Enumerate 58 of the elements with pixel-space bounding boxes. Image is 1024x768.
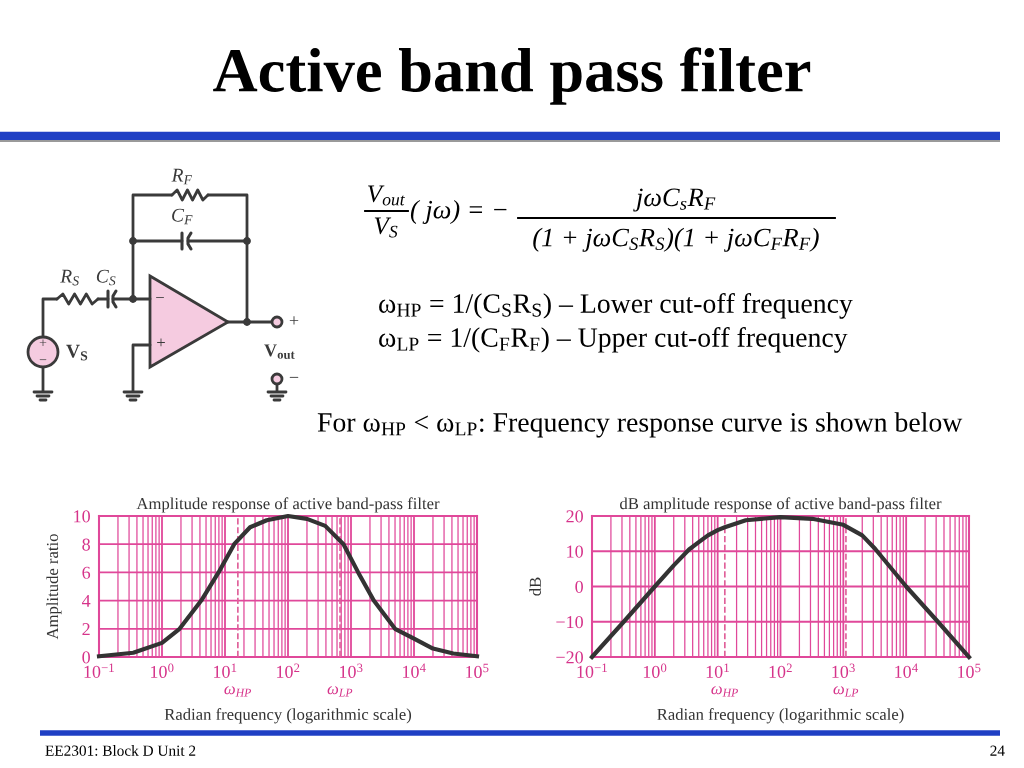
text: + [289,316,299,325]
y-tick-label: 2 [82,623,90,636]
text: 24 [990,745,1005,756]
text: R$_{S}$ [60,269,79,286]
y-tick-label: 4 [81,594,91,607]
x-tick-label: 10$^{−1}$ [577,663,607,678]
x-tick-label: 10$^{2}$ [277,663,300,678]
x-tick-label: 10$^{0}$ [151,663,174,678]
text: − [39,359,47,361]
x-tick-label: 10$^{1}$ [214,663,237,678]
text: − [156,297,164,298]
text: C$_{F}$ [172,208,193,225]
text: V$_{S}$ [66,344,88,361]
text: For ω$_{HP}$ < ω$_{LP}$: Frequency response curve is shown below [317,412,963,438]
x-tick-label: 10$^{1}$ [706,663,729,678]
chart-title: Amplitude response of active band-pass filter [136,497,440,513]
x-tick-label: 10$^{−1}$ [84,663,114,678]
x-tick-label: 10$^{5}$ [958,663,981,679]
text: ( jω) = − [410,200,507,224]
x-tick-label: 10$^{3}$ [832,663,855,678]
ref-line-label: ω$_{LP}$ [327,686,353,697]
x-tick-label: 10$^{0}$ [643,663,667,678]
x-tick-label: 10$^{4}$ [403,663,426,678]
x-tick-label: 10$^{4}$ [895,663,918,678]
y-tick-label: 8 [82,538,90,551]
ref-line-label: ω$_{LP}$ [833,686,859,697]
x-axis-title: Radian frequency (logarithmic scale) [164,708,412,724]
text: V$_{S}$ [374,217,398,238]
text: V$_{out}$ [368,185,405,206]
y-tick-label: 10 [74,510,90,523]
chart-title: dB amplitude response of active band-pass filter [620,497,942,513]
ref-line-label: ω$_{HP}$ [224,686,252,697]
x-tick-label: 10$^{2}$ [769,663,792,678]
y-tick-label: 0 [82,651,90,664]
x-tick-label: 10$^{3}$ [340,663,363,678]
y-tick-label: −10 [556,616,583,629]
x-tick-label: 10$^{5}$ [466,663,489,679]
text: + [157,338,165,347]
text: C$_{S}$ [96,269,116,286]
y-axis-title: Amplitude ratio [46,534,62,640]
text: ω$_{HP}$ = 1/(C$_{S}$R$_{S}$) – Lower cut-off frequency [379,293,853,319]
y-tick-label: 0 [575,580,583,593]
y-tick-label: 6 [82,566,91,579]
text: − [289,376,299,378]
x-axis-title: Radian frequency (logarithmic scale) [657,708,904,724]
text: V$_{out}$ [264,344,295,359]
ref-line-label: ω$_{HP}$ [711,686,738,697]
text: R$_{F}$ [171,168,193,185]
text: Active band pass filter [213,47,811,105]
text: + [39,339,47,346]
text: (1 + jωC$_{S}$R$_{S}$)(1 + jωC$_{F}$R$_{F}$) [533,227,819,252]
text: ω$_{LP}$ = 1/(C$_{F}$R$_{F}$) – Upper cut-off frequency [379,327,848,353]
text: jωC$_{s}$R$_{F}$ [633,188,716,212]
y-tick-label: −20 [556,651,583,664]
y-tick-label: 10 [567,545,583,558]
y-axis-title: dB [529,577,541,596]
y-tick-label: 20 [566,510,583,523]
text: EE2301: Block D Unit 2 [45,745,196,756]
